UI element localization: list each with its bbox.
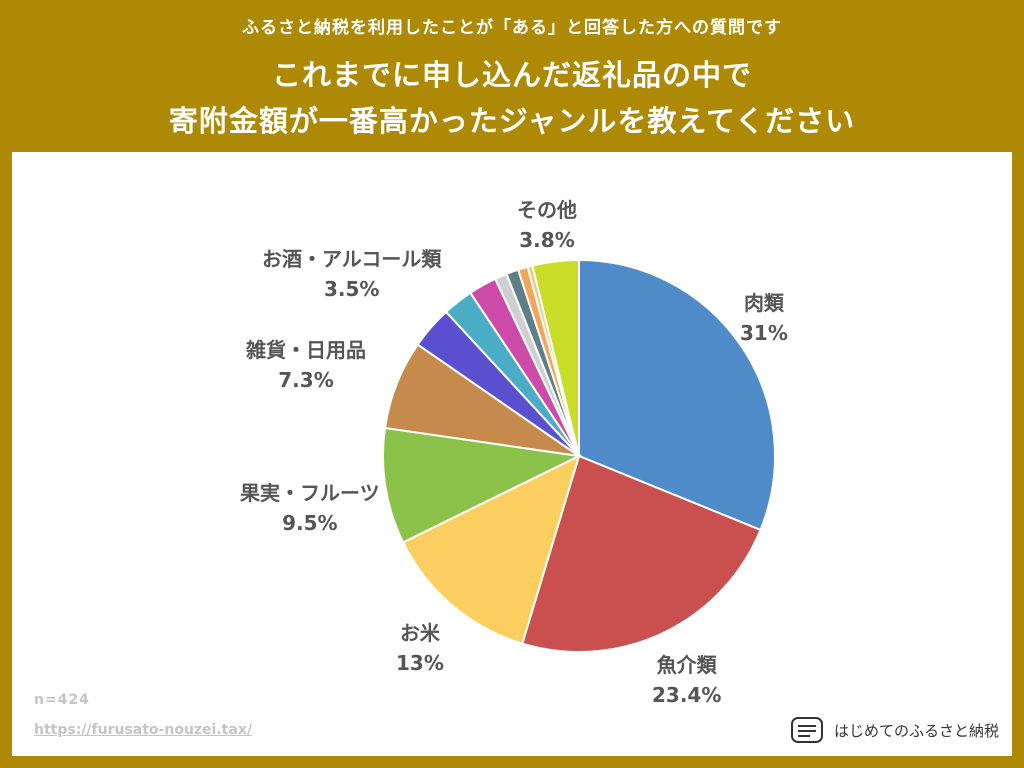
subtitle: ふるさと納税を利用したことが「ある」と回答した方への質問です	[242, 18, 782, 38]
title-line-1: これまでに申し込んだ返礼品の中で	[271, 58, 752, 92]
callout-meat: 肉類 31%	[740, 288, 788, 348]
source-url-link[interactable]: https://furusato-nouzei.tax/	[34, 722, 252, 738]
callout-other-text: その他	[517, 198, 577, 222]
callout-fruit: 果実・フルーツ 9.5%	[240, 478, 380, 538]
pie-slice-1	[521, 454, 762, 653]
callout-alcohol: お酒・アルコール類 3.5%	[262, 244, 441, 304]
pie-slice-0	[578, 258, 776, 532]
callout-rice: お米 13%	[396, 618, 444, 678]
callout-fruit-text: 果実・フルーツ	[240, 481, 380, 505]
title-line-2: 寄附金額が一番高かったジャンルを教えてください	[168, 104, 856, 138]
pie-chart	[382, 258, 776, 653]
pie-slice-2	[401, 454, 581, 645]
sample-size: n=424	[34, 692, 90, 708]
brand-icon	[791, 717, 823, 743]
callout-rice-text: お米	[399, 621, 440, 645]
callout-seafood-text: 魚介類	[656, 653, 717, 677]
callout-meat-text: 肉類	[743, 291, 784, 315]
brand-logo: はじめてのふるさと納税	[790, 712, 999, 748]
callout-alcohol-text: お酒・アルコール類	[262, 247, 442, 271]
callout-goods: 雑貨・日用品 7.3%	[246, 335, 366, 395]
callout-other-value: 3.8%	[519, 228, 575, 252]
chart-panel: 肉類 31% 魚介類 23.4% お米 13% 果実・フルーツ 9.5% 雑貨・…	[12, 152, 1012, 756]
callout-other: その他 3.8%	[517, 195, 577, 255]
callout-meat-value: 31%	[740, 321, 788, 345]
brand-name: はじめてのふるさと納税	[834, 721, 1000, 740]
callout-rice-value: 13%	[396, 651, 444, 675]
callout-goods-text: 雑貨・日用品	[246, 338, 366, 362]
pie-slice-3	[382, 426, 583, 544]
callout-goods-value: 7.3%	[278, 368, 334, 392]
pie-slice-12	[531, 258, 580, 457]
callout-seafood-value: 23.4%	[652, 683, 722, 707]
callout-alcohol-value: 3.5%	[323, 277, 380, 301]
callout-fruit-value: 9.5%	[282, 511, 338, 535]
header: ふるさと納税を利用したことが「ある」と回答した方への質問です これまでに申し込ん…	[0, 0, 1024, 152]
callout-seafood: 魚介類 23.4%	[652, 650, 721, 710]
